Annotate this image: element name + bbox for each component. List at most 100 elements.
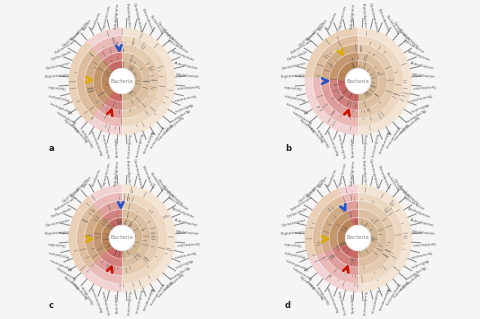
Text: Proteobacter: Proteobacter	[124, 3, 130, 28]
Text: c: c	[49, 300, 54, 310]
Text: Lachnospirac: Lachnospirac	[102, 132, 112, 158]
Text: Fusobacteriu: Fusobacteriu	[360, 134, 366, 159]
Text: Coprococcus: Coprococcus	[102, 4, 111, 30]
Text: Gammaproteob: Gammaproteob	[132, 2, 143, 33]
Text: Blautia: Blautia	[318, 18, 329, 32]
Text: Oscillibacte: Oscillibacte	[62, 186, 82, 204]
Text: Spirochaetes: Spirochaetes	[397, 271, 419, 290]
Text: Bacteria: Bacteria	[110, 235, 133, 241]
Text: Oscillibacte: Oscillibacte	[298, 186, 318, 204]
Text: Bacteria: Bacteria	[110, 78, 133, 84]
Text: Ruminococcac: Ruminococcac	[325, 128, 340, 156]
Text: Bacteroidete: Bacteroidete	[306, 120, 325, 142]
Text: Firmicutes: Firmicutes	[114, 293, 120, 314]
Text: Tenericutes: Tenericutes	[175, 92, 197, 101]
Text: Clostridia: Clostridia	[283, 84, 302, 89]
Text: Lachnospirac: Lachnospirac	[102, 289, 112, 315]
Text: Actinobacter: Actinobacter	[409, 61, 434, 70]
Text: Subdoligranu: Subdoligranu	[114, 159, 120, 186]
Text: Bifidobacter: Bifidobacter	[411, 73, 435, 79]
Text: Mycoplasma: Mycoplasma	[403, 264, 425, 280]
Text: Clostridiale: Clostridiale	[80, 284, 95, 304]
Text: Spirochaetes: Spirochaetes	[161, 271, 183, 290]
Text: Prevotella: Prevotella	[63, 116, 81, 131]
Text: Verrucomicro: Verrucomicro	[384, 282, 401, 306]
Text: Tenericutes: Tenericutes	[410, 92, 433, 101]
Text: Enterobacter: Enterobacter	[141, 8, 154, 33]
Text: Spirochaetes: Spirochaetes	[161, 114, 183, 134]
Text: Escherichia: Escherichia	[385, 171, 400, 192]
Text: Erysipelotri: Erysipelotri	[283, 92, 305, 101]
Text: Bacteroidete: Bacteroidete	[70, 120, 89, 142]
Text: Helicobacter: Helicobacter	[403, 196, 426, 212]
Text: d: d	[285, 300, 291, 310]
Text: Bifidobacter: Bifidobacter	[176, 230, 200, 236]
Text: Campylobacte: Campylobacte	[396, 185, 420, 206]
Text: Defluviitale: Defluviitale	[286, 207, 308, 219]
Text: Christensene: Christensene	[45, 61, 71, 71]
Text: Mycoplasma: Mycoplasma	[167, 107, 190, 123]
Text: Peptostrepto: Peptostrepto	[280, 73, 305, 79]
Text: Fusobacteriu: Fusobacteriu	[124, 134, 130, 159]
Text: Mollicutes: Mollicutes	[409, 100, 429, 112]
Text: Gammaproteob: Gammaproteob	[368, 159, 379, 189]
Text: Fusobacteria: Fusobacteria	[369, 132, 378, 158]
Text: Firmicutes: Firmicutes	[114, 137, 120, 157]
Text: Fusobacteria: Fusobacteria	[132, 289, 142, 315]
Text: Bacteria: Bacteria	[347, 78, 370, 84]
Text: Roseburia: Roseburia	[327, 167, 338, 187]
Text: Subdoligranu: Subdoligranu	[114, 2, 120, 29]
Text: Ruminococcac: Ruminococcac	[325, 285, 340, 313]
Text: Akkermansia: Akkermansia	[141, 286, 154, 311]
Text: Actinobacter: Actinobacter	[173, 61, 198, 70]
Text: Oscillibacte: Oscillibacte	[298, 30, 318, 47]
Text: Roseburia: Roseburia	[91, 11, 102, 30]
Text: Mollicutes: Mollicutes	[173, 100, 192, 112]
Text: Christensene: Christensene	[281, 218, 307, 227]
Text: Lachnospirac: Lachnospirac	[338, 289, 348, 315]
Text: Subdoligranu: Subdoligranu	[350, 159, 356, 186]
Text: Epsilonprote: Epsilonprote	[170, 49, 195, 63]
Text: Blautia: Blautia	[83, 18, 93, 32]
Text: Firmicutes: Firmicutes	[350, 293, 356, 314]
Text: Escherichia: Escherichia	[149, 14, 164, 36]
Text: Clostridiale: Clostridiale	[316, 284, 331, 304]
Text: Desulfovibri: Desulfovibri	[156, 178, 174, 198]
Polygon shape	[346, 226, 371, 250]
Text: Campylobacte: Campylobacte	[160, 185, 184, 206]
Text: Bacteroides: Bacteroides	[291, 108, 313, 123]
Text: Treponema: Treponema	[392, 278, 409, 297]
Text: Ruminococcac: Ruminococcac	[90, 285, 104, 313]
Text: Fusobacteria: Fusobacteria	[132, 132, 142, 158]
Text: Bacteroidete: Bacteroidete	[70, 277, 89, 299]
Text: b: b	[285, 144, 291, 153]
Text: Roseburia: Roseburia	[327, 11, 338, 30]
Text: Enterobacter: Enterobacter	[376, 165, 390, 190]
Text: Actinobacter: Actinobacter	[173, 218, 198, 227]
Text: Akkermansia: Akkermansia	[376, 130, 390, 154]
Text: Peptostrepto: Peptostrepto	[44, 73, 69, 79]
Text: Subdoligranu: Subdoligranu	[350, 2, 356, 29]
Text: Coriobacteri: Coriobacteri	[411, 83, 436, 89]
Text: Enterobacter: Enterobacter	[376, 8, 390, 33]
Text: Coriobacteri: Coriobacteri	[411, 240, 436, 246]
Text: Faecalibacte: Faecalibacte	[70, 177, 89, 198]
Text: Treponema: Treponema	[156, 122, 173, 141]
Text: Eubacterium: Eubacterium	[290, 39, 314, 55]
Text: a: a	[49, 144, 54, 153]
Text: Prevotella: Prevotella	[300, 273, 317, 288]
Text: Bacteroides: Bacteroides	[55, 108, 77, 123]
Text: Helicobacter: Helicobacter	[167, 39, 190, 55]
Text: Roseburia: Roseburia	[91, 167, 102, 187]
Text: Erysipelotri: Erysipelotri	[283, 249, 305, 258]
Text: Ruminococcac: Ruminococcac	[90, 128, 104, 156]
Text: Desulfovibri: Desulfovibri	[392, 21, 410, 41]
Text: Bacteroides: Bacteroides	[291, 264, 313, 280]
Text: Epsilonprote: Epsilonprote	[407, 49, 431, 63]
Text: Bacteroidete: Bacteroidete	[306, 277, 325, 299]
Text: Coriobacteri: Coriobacteri	[175, 240, 200, 246]
Text: Prevotella: Prevotella	[300, 116, 317, 131]
Text: Faecalibacte: Faecalibacte	[306, 177, 325, 198]
Text: Fusobacteria: Fusobacteria	[369, 289, 378, 315]
Text: Akkermansia: Akkermansia	[376, 286, 390, 311]
